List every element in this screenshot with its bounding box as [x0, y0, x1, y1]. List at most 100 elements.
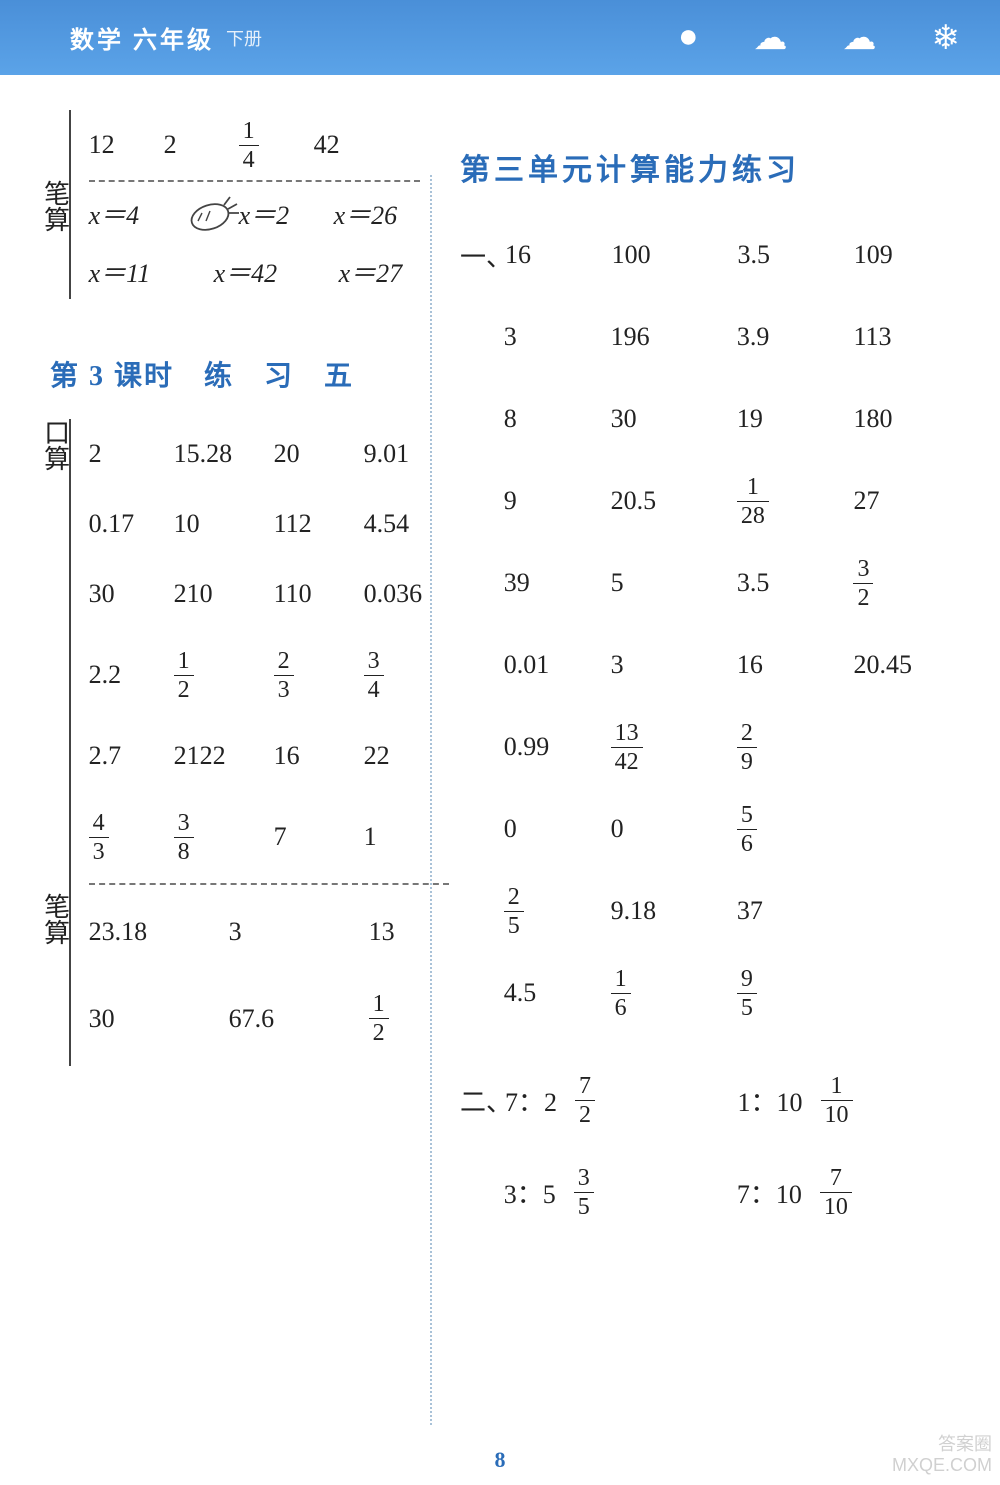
cell: 210 — [174, 579, 274, 609]
watermark: 答案圈 MXQE.COM — [892, 1434, 992, 1477]
cell: 39 — [504, 568, 611, 598]
section-marker: 一、 — [460, 237, 505, 274]
bisuan2-content: 23.183133067.612 — [69, 883, 449, 1066]
cell: 0.99 — [504, 732, 611, 762]
right-row: 0056 — [460, 788, 970, 870]
cell: 30 — [89, 1004, 229, 1034]
carrot-icon — [184, 191, 239, 236]
right-row: 259.1837 — [460, 870, 970, 952]
bisuan-block-1: 笔算 12 2 14 42 x＝4 — [40, 110, 420, 299]
cell: x＝42 — [214, 253, 339, 290]
cell: 12 — [174, 649, 274, 702]
kousuan-row: 0.17101124.54 — [89, 489, 454, 559]
cell: 42 — [314, 130, 389, 160]
cell: 196 — [611, 322, 737, 352]
dashed-rule — [89, 883, 449, 885]
right-row: 0.99134229 — [460, 706, 970, 788]
cell: 23.18 — [89, 917, 229, 947]
kousuan-row: 433871 — [89, 791, 454, 883]
cell: 5 — [611, 568, 737, 598]
watermark-line2: MXQE.COM — [892, 1455, 992, 1477]
right-row: 一、161003.5109 — [460, 214, 970, 296]
ratio-frac: 72 — [575, 1074, 595, 1127]
ratio-text: 7：2 — [505, 1082, 557, 1119]
cell: 25 — [504, 885, 611, 938]
cell: 38 — [174, 811, 274, 864]
cell: 16 — [737, 650, 854, 680]
cell: x＝11 — [89, 253, 214, 290]
header-icons: ● ☁ ☁ ❄ — [678, 18, 960, 58]
bisuan2-label: 笔算 — [40, 893, 69, 945]
cell: 3 — [611, 650, 737, 680]
cell: x＝27 — [339, 253, 403, 290]
cell: 15.28 — [174, 439, 274, 469]
header-subtitle: 下册 — [226, 25, 262, 51]
cloud-sun-icon: ☁ — [754, 18, 788, 58]
unit3-heading: 第三单元计算能力练习 — [460, 145, 970, 189]
cell: 56 — [737, 803, 854, 856]
cell: 67.6 — [229, 1004, 369, 1034]
cell: 3.5 — [737, 568, 854, 598]
cell: 16 — [611, 967, 737, 1020]
right-row: 0.0131620.45 — [460, 624, 970, 706]
header-title: 数学 六年级 — [70, 20, 214, 55]
cell: 0 — [611, 814, 737, 844]
right-section-2: 二、7：2721：101103：5357：10710 — [460, 1054, 970, 1238]
cell: 16 — [505, 240, 612, 270]
cell: 8 — [504, 404, 611, 434]
page-header: 数学 六年级 下册 ● ☁ ☁ ❄ — [0, 0, 1000, 75]
bisuan1-row2: x＝4 x＝2 x＝26 — [89, 182, 420, 244]
cell: 9.18 — [611, 896, 737, 926]
cell: 20.5 — [611, 486, 737, 516]
cell: 20.45 — [853, 650, 970, 680]
bisuan1-row1: 12 2 14 42 — [89, 110, 420, 180]
right-column: 第三单元计算能力练习 一、161003.510931963.9113830191… — [430, 75, 990, 1485]
cell: 16 — [274, 741, 364, 771]
right-section-1: 一、161003.510931963.911383019180920.51282… — [460, 214, 970, 1034]
cell: 4.5 — [504, 978, 611, 1008]
kousuan-row: 2.721221622 — [89, 721, 454, 791]
cell: 112 — [274, 509, 364, 539]
kousuan-rows: 215.28209.010.17101124.54302101100.0362.… — [69, 419, 454, 883]
section-marker: 二、 — [460, 1082, 505, 1119]
bisuan2-rows: 23.183133067.612 — [89, 893, 449, 1066]
bisuan1-content: 12 2 14 42 x＝4 — [69, 110, 420, 299]
lesson3-heading: 第 3 课时 练 习 五 — [40, 354, 420, 394]
cell: x＝2 — [239, 195, 334, 232]
ratio-frac: 710 — [820, 1166, 852, 1219]
cell: 43 — [89, 811, 174, 864]
cell: 2 — [164, 130, 239, 160]
cell: 29 — [737, 721, 854, 774]
sun-icon: ● — [678, 18, 699, 58]
bisuan1-label: 笔算 — [40, 180, 69, 232]
bisuan2-row: 23.18313 — [89, 893, 449, 971]
ratio-pair: 1：10110 — [738, 1074, 971, 1127]
cell: 3.9 — [737, 322, 854, 352]
page-body: 笔算 12 2 14 42 x＝4 — [0, 75, 1000, 1485]
right-row-2: 二、7：2 72 1：10110 — [460, 1054, 970, 1146]
cell: 3 — [504, 322, 611, 352]
ratio-text: 3：5 — [504, 1174, 556, 1211]
bisuan-block-2: 笔算 23.183133067.612 — [40, 883, 420, 1066]
cell: x＝26 — [334, 195, 398, 232]
cell: 100 — [612, 240, 738, 270]
cell: 2.7 — [89, 741, 174, 771]
kousuan-row: 302101100.036 — [89, 559, 454, 629]
cell: 0.17 — [89, 509, 174, 539]
right-row: 920.512827 — [460, 460, 970, 542]
cell: 109 — [854, 240, 970, 270]
cell: 180 — [853, 404, 970, 434]
snowflake-icon: ❄ — [932, 18, 961, 58]
cell: 30 — [611, 404, 737, 434]
cell: 30 — [89, 579, 174, 609]
cell: 95 — [737, 967, 854, 1020]
cell: 32 — [853, 557, 970, 610]
kousuan-label: 口算 — [40, 419, 69, 471]
cell: 9 — [504, 486, 611, 516]
cell: 128 — [737, 475, 854, 528]
ratio-frac: 110 — [821, 1074, 853, 1127]
cell: 27 — [853, 486, 970, 516]
cell: 3.5 — [738, 240, 854, 270]
right-row: 83019180 — [460, 378, 970, 460]
bisuan1-row3: x＝11 x＝42 x＝27 — [89, 244, 420, 299]
